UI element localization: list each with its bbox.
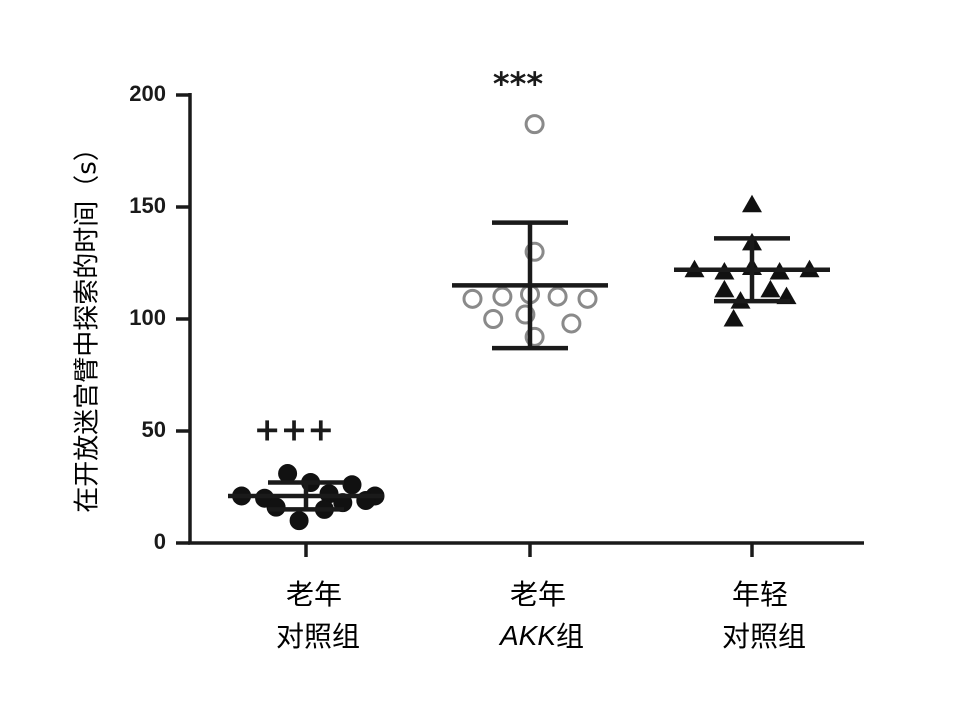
significance-label: +++ [254,411,334,449]
x-category-label-line2: 对照组 [276,620,360,653]
x-category-label-line2: 对照组 [722,620,806,653]
groups: +++ *** [228,65,830,557]
significance-label: *** [493,65,543,103]
data-point [561,313,582,334]
data-point [524,114,545,135]
x-category-label-line2: AKK组 [498,620,584,653]
y-tick-label: 200 [129,81,166,106]
data-point [714,279,735,298]
group-1: +++ [228,411,385,557]
data-point [342,475,362,495]
x-category-label-italic: AKK [498,620,557,651]
data-point [289,511,309,531]
data-point [577,288,598,309]
data-point [760,279,781,298]
group-3 [674,194,830,557]
data-point [723,309,744,327]
data-point [492,286,513,307]
data-point [462,288,483,309]
data-point [483,309,504,329]
data-point [742,194,762,213]
y-tick-label: 0 [154,529,166,554]
data-point [278,464,298,484]
x-category-label-suffix: 对照组 [722,620,806,653]
y-axis-title: 在开放迷宫臂中探索的时间（s） [73,135,103,513]
x-category-label-suffix: 对照组 [276,620,360,653]
y-ticks: 0 50 100 150 200 [129,81,190,554]
y-tick-label: 150 [129,193,166,218]
y-tick-label: 100 [129,305,166,330]
x-category-label-line1: 老年 [286,578,342,611]
data-point [547,286,568,307]
x-category-label-suffix: 组 [556,620,584,653]
x-category-label-line1: 年轻 [732,578,788,611]
y-tick-label: 50 [142,417,166,442]
x-category-label-line1: 老年 [510,578,566,611]
group-2: *** [452,65,608,557]
